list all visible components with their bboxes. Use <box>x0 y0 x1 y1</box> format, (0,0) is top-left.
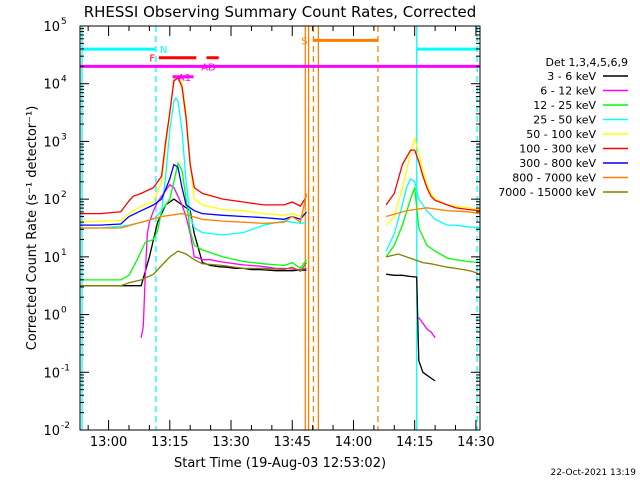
series-line-1 <box>386 273 436 382</box>
series-line-14 <box>385 207 480 218</box>
series-line-9 <box>385 136 480 226</box>
flag-label-1: F <box>149 54 155 65</box>
legend-label-3: 25 - 50 keV <box>533 114 596 127</box>
series-line-0 <box>80 198 307 287</box>
x-tick-label-6: 14:30 <box>457 435 494 450</box>
legend-label-2: 12 - 25 keV <box>533 99 596 112</box>
y-tick-exponent-3: 1 <box>61 248 67 258</box>
legend-label-1: 6 - 12 keV <box>540 85 596 98</box>
y-tick-label-4: 10 <box>43 193 60 208</box>
x-axis-label: Start Time (19-Aug-03 12:53:02) <box>174 456 386 471</box>
y-axis-label: Corrected Count Rate (s⁻¹ detector⁻¹) <box>25 106 40 351</box>
y-tick-label-5: 10 <box>43 135 60 150</box>
legend-label-8: 7000 - 15000 keV <box>498 186 596 199</box>
y-tick-exponent-4: 2 <box>61 190 67 200</box>
flag-label-5: S <box>301 36 307 47</box>
legend-label-7: 800 - 7000 keV <box>512 172 596 185</box>
flag-label-0: N <box>160 45 167 56</box>
y-tick-label-0: 10 <box>43 424 60 439</box>
y-tick-label-7: 10 <box>43 20 60 35</box>
x-tick-label-3: 13:45 <box>274 435 311 450</box>
series-line-11 <box>385 149 480 212</box>
y-tick-exponent-0: -2 <box>61 421 70 431</box>
y-tick-label-6: 10 <box>43 78 60 93</box>
y-tick-exponent-6: 4 <box>61 75 67 85</box>
series-line-12 <box>80 163 308 226</box>
legend-title: Det 1,3,4,5,6,9 <box>545 56 628 69</box>
x-tick-label-4: 14:00 <box>335 435 372 450</box>
series-line-16 <box>385 253 480 275</box>
series-line-10 <box>80 76 308 215</box>
y-tick-label-2: 10 <box>43 309 60 324</box>
y-tick-exponent-5: 3 <box>61 132 67 142</box>
y-tick-label-3: 10 <box>43 251 60 266</box>
series-line-5 <box>385 187 480 264</box>
series-line-4 <box>80 161 308 281</box>
y-tick-label-1: 10 <box>43 366 60 381</box>
y-tick-exponent-2: 0 <box>61 306 67 316</box>
x-tick-label-2: 13:30 <box>212 435 249 450</box>
series-line-2 <box>140 183 307 338</box>
timestamp: 22-Oct-2021 13:19 <box>551 468 637 478</box>
y-tick-exponent-1: -1 <box>61 363 70 373</box>
x-tick-label-0: 13:00 <box>90 435 127 450</box>
series-line-7 <box>385 177 480 252</box>
legend-label-0: 3 - 6 keV <box>547 70 596 83</box>
plot-area: NFADA1S <box>79 25 481 431</box>
x-tick-label-5: 14:15 <box>396 435 433 450</box>
chart-title: RHESSI Observing Summary Count Rates, Co… <box>84 3 477 21</box>
series-line-8 <box>80 74 307 223</box>
x-tick-label-1: 13:15 <box>151 435 188 450</box>
series-line-13 <box>80 193 308 229</box>
flag-label-3: A1 <box>178 73 191 84</box>
x-axis: 13:00 13:15 13:30 13:45 14:00 14:15 14:30 <box>87 26 495 450</box>
series-line-3 <box>418 317 436 339</box>
legend-label-5: 100 - 300 keV <box>519 143 596 156</box>
legend-label-4: 50 - 100 keV <box>526 128 596 141</box>
plot-frame <box>79 25 481 431</box>
series-line-15 <box>80 250 308 287</box>
y-tick-exponent-7: 5 <box>61 17 67 27</box>
legend-label-6: 300 - 800 keV <box>519 157 596 170</box>
